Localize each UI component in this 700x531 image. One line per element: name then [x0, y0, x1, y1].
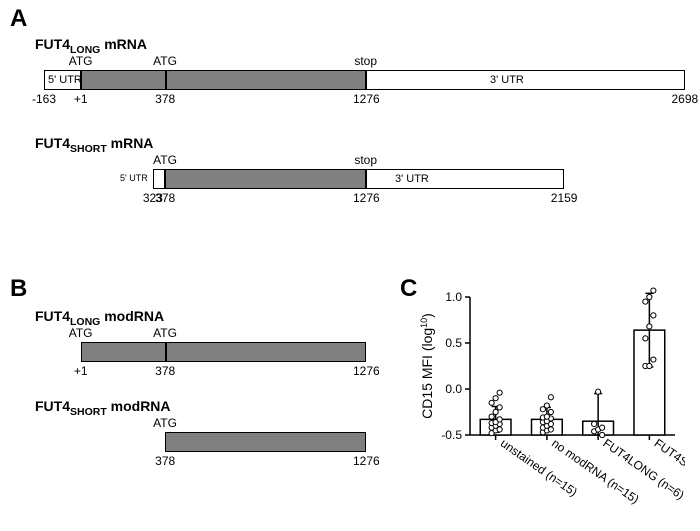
diagram-tick: [165, 342, 167, 362]
coord-label: -163: [29, 92, 59, 106]
diagram-segment: [153, 169, 165, 189]
utr3-label: 3' UTR: [490, 74, 524, 86]
svg-text:no modRNA (n=15): no modRNA (n=15): [549, 436, 641, 507]
svg-text:0.0: 0.0: [445, 382, 462, 396]
coord-label: 1276: [351, 92, 381, 106]
diagram-title: FUT4LONG modRNA: [35, 308, 164, 328]
diagram-segment: [81, 70, 367, 90]
svg-text:CD15 MFI (log10): CD15 MFI (log10): [419, 313, 435, 419]
coord-label: 1276: [351, 454, 381, 468]
panel-label-b: B: [10, 275, 27, 303]
coord-label: +1: [66, 92, 96, 106]
feature-label: stop: [354, 54, 377, 68]
diagram-segment: [165, 432, 366, 452]
svg-text:0.5: 0.5: [445, 336, 462, 350]
diagram-title: FUT4SHORT modRNA: [35, 398, 171, 418]
svg-text:-0.5: -0.5: [441, 428, 462, 442]
feature-label: ATG: [153, 416, 177, 430]
diagram-segment: [81, 342, 367, 362]
coord-label: 2159: [549, 191, 579, 205]
utr3-label: 3' UTR: [395, 173, 429, 185]
svg-text:**: **: [644, 285, 655, 290]
coord-label: 1276: [351, 191, 381, 205]
diagram-tick: [165, 70, 167, 90]
diagram-title: FUT4SHORT mRNA: [35, 135, 153, 155]
diagram-segment: [165, 169, 366, 189]
panel-label-a: A: [10, 5, 27, 33]
feature-label: ATG: [153, 153, 177, 167]
coord-label: 1276: [351, 364, 381, 378]
cd15-bar-chart: -0.50.00.51.0CD15 MFI (log10)unstained (…: [415, 285, 685, 520]
coord-label: +1: [66, 364, 96, 378]
coord-label: 378: [150, 454, 180, 468]
utr5-label: 5' UTR: [48, 74, 82, 86]
svg-text:1.0: 1.0: [445, 290, 462, 304]
feature-label: ATG: [69, 54, 93, 68]
feature-label: ATG: [153, 326, 177, 340]
feature-label: ATG: [153, 54, 177, 68]
coord-label: 378: [150, 191, 180, 205]
coord-label: 378: [150, 92, 180, 106]
coord-label: 378: [150, 364, 180, 378]
feature-label: ATG: [69, 326, 93, 340]
diagram-segment: [366, 70, 685, 90]
coord-label: 2698: [670, 92, 700, 106]
utr5-label: 5' UTR: [120, 173, 148, 183]
feature-label: stop: [354, 153, 377, 167]
diagram-title: FUT4LONG mRNA: [35, 36, 147, 56]
